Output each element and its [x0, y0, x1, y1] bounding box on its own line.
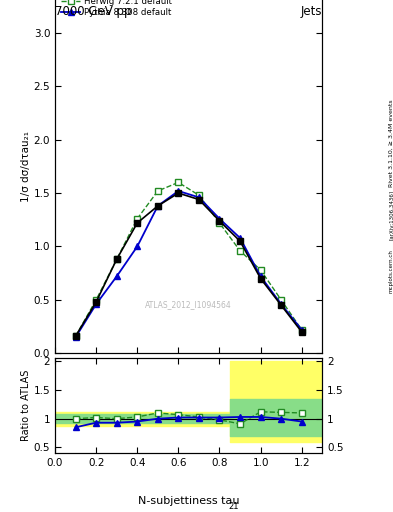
Text: [arXiv:1306.3436]: [arXiv:1306.3436] [389, 190, 393, 240]
Text: 7000 GeV pp: 7000 GeV pp [55, 5, 132, 18]
Text: N-subjettiness tau: N-subjettiness tau [138, 496, 239, 506]
Text: ATLAS_2012_I1094564: ATLAS_2012_I1094564 [145, 300, 232, 309]
Text: Jets: Jets [301, 5, 322, 18]
Y-axis label: Ratio to ATLAS: Ratio to ATLAS [21, 370, 31, 441]
Text: 21: 21 [229, 502, 239, 511]
Text: mcplots.cern.ch: mcplots.cern.ch [389, 249, 393, 293]
Y-axis label: 1/σ dσ/dτau₂₁: 1/σ dσ/dτau₂₁ [21, 131, 31, 202]
Legend: ATLAS, Herwig 7.2.1 default, Pythia 8.308 default: ATLAS, Herwig 7.2.1 default, Pythia 8.30… [59, 0, 174, 18]
Text: Rivet 3.1.10, ≥ 3.4M events: Rivet 3.1.10, ≥ 3.4M events [389, 99, 393, 187]
